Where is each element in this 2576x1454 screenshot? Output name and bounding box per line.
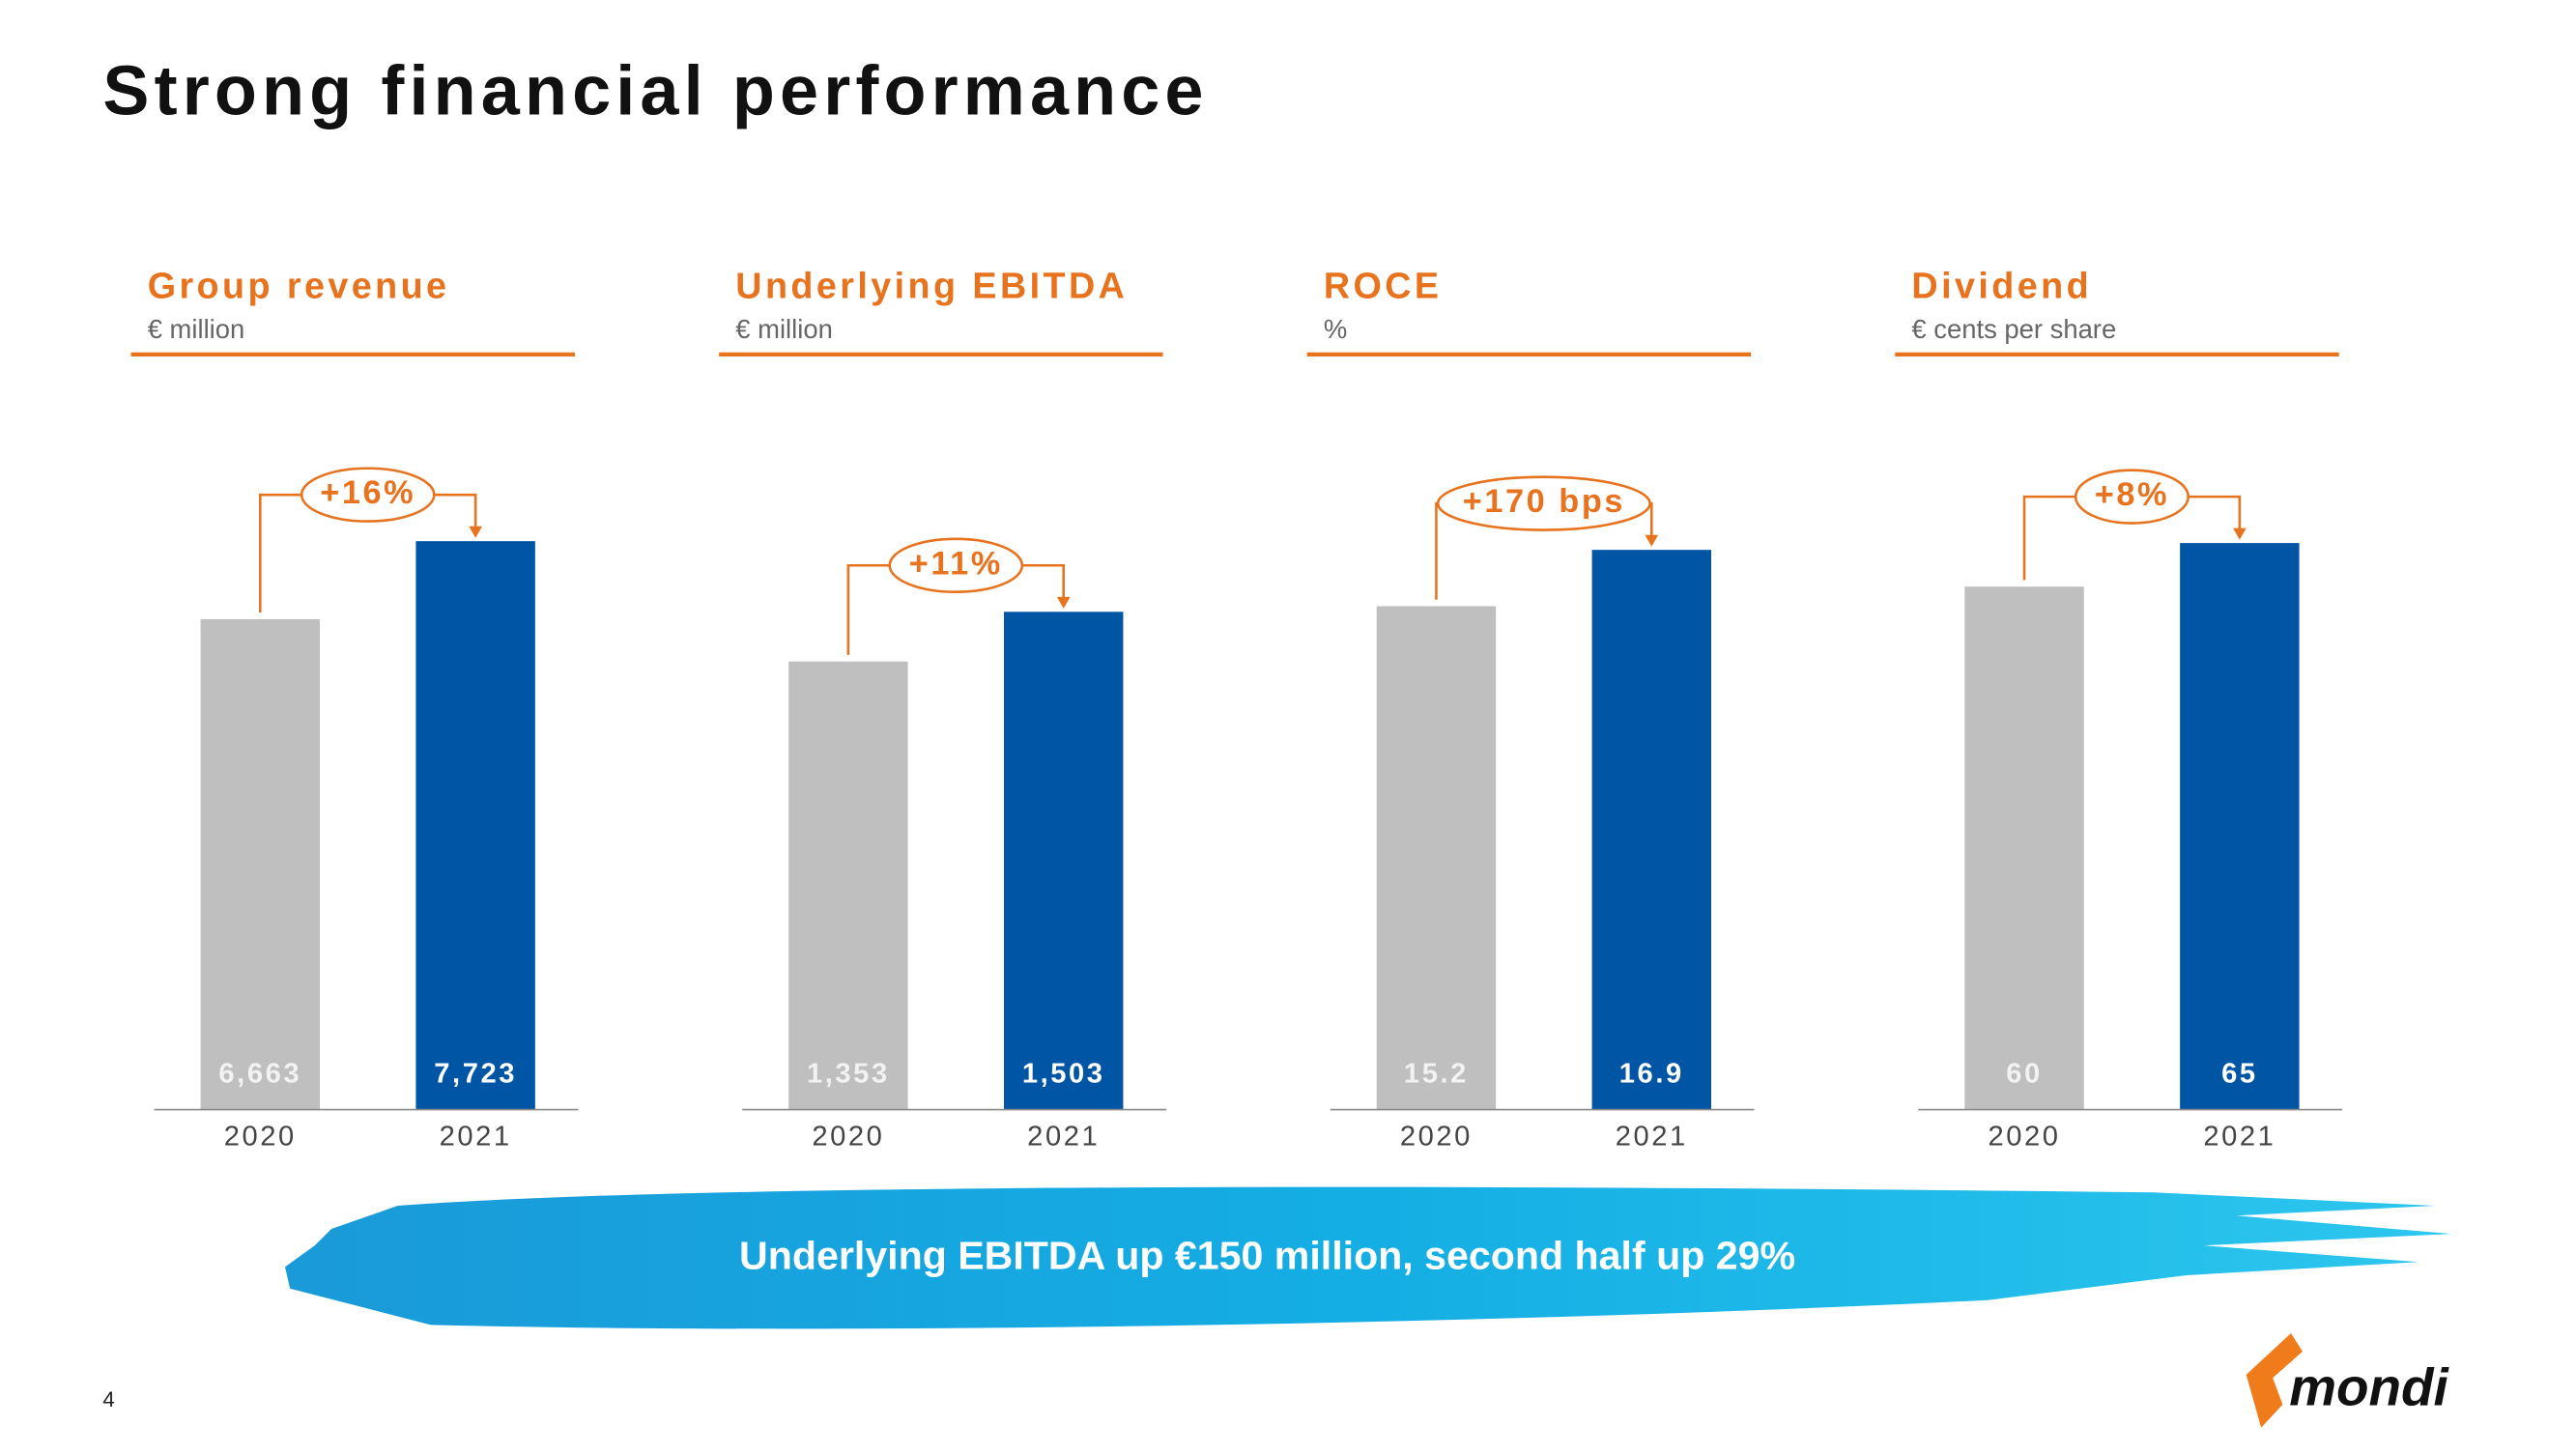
change-label: +16% <box>320 474 415 511</box>
x-tick-label: 2020 <box>812 1121 884 1152</box>
panel-title: ROCE <box>1324 265 1443 305</box>
x-tick-label: 2021 <box>1027 1121 1100 1152</box>
bar <box>1591 550 1711 1110</box>
x-tick-label: 2020 <box>1400 1121 1473 1152</box>
value-label: 6,663 <box>218 1058 301 1089</box>
x-tick-label: 2021 <box>2203 1121 2275 1152</box>
x-tick-label: 2020 <box>224 1121 297 1152</box>
value-label: 1,503 <box>1022 1058 1105 1089</box>
x-tick-label: 2021 <box>440 1121 512 1152</box>
change-arrow <box>2233 527 2247 540</box>
bar <box>1376 606 1497 1110</box>
x-tick-label: 2020 <box>1988 1121 2060 1152</box>
bar <box>1964 586 2084 1110</box>
bar <box>415 541 535 1110</box>
banner-text: Underlying EBITDA up €150 million, secon… <box>739 1234 1795 1278</box>
change-oval <box>1436 475 1651 531</box>
change-label: +11% <box>909 545 1003 582</box>
page-number: 4 <box>102 1387 114 1411</box>
panel-subtitle: % <box>1324 314 1347 344</box>
change-oval <box>2074 469 2190 525</box>
panel-title: Group revenue <box>148 265 450 305</box>
value-label: 15.2 <box>1404 1058 1469 1089</box>
value-label: 1,353 <box>807 1058 890 1089</box>
value-label: 7,723 <box>434 1058 517 1089</box>
panel-title: Underlying EBITDA <box>735 265 1128 305</box>
panel-subtitle: € million <box>148 314 245 344</box>
change-arrow <box>1645 534 1659 547</box>
panel-subtitle: € cents per share <box>1911 314 2116 344</box>
change-label: +170 bps <box>1463 483 1625 520</box>
x-tick-label: 2021 <box>1616 1121 1688 1152</box>
bar <box>1004 612 1124 1110</box>
value-label: 16.9 <box>1619 1058 1684 1089</box>
change-oval <box>888 537 1024 593</box>
logo-text: mondi <box>2289 1356 2449 1416</box>
slide-title: Strong financial performance <box>102 52 1208 129</box>
bar <box>788 661 908 1110</box>
change-label: +8% <box>2095 476 2169 513</box>
value-label: 60 <box>2006 1058 2043 1089</box>
panel-title: Dividend <box>1911 265 2092 305</box>
logo-mark <box>2246 1333 2303 1428</box>
change-oval <box>300 467 436 523</box>
change-arrow <box>1056 596 1071 609</box>
banner-brush <box>285 1186 2452 1329</box>
bar <box>200 618 320 1110</box>
panel-subtitle: € million <box>735 314 833 344</box>
bar <box>2180 543 2300 1110</box>
change-arrow <box>469 526 482 538</box>
value-label: 65 <box>2221 1058 2258 1089</box>
